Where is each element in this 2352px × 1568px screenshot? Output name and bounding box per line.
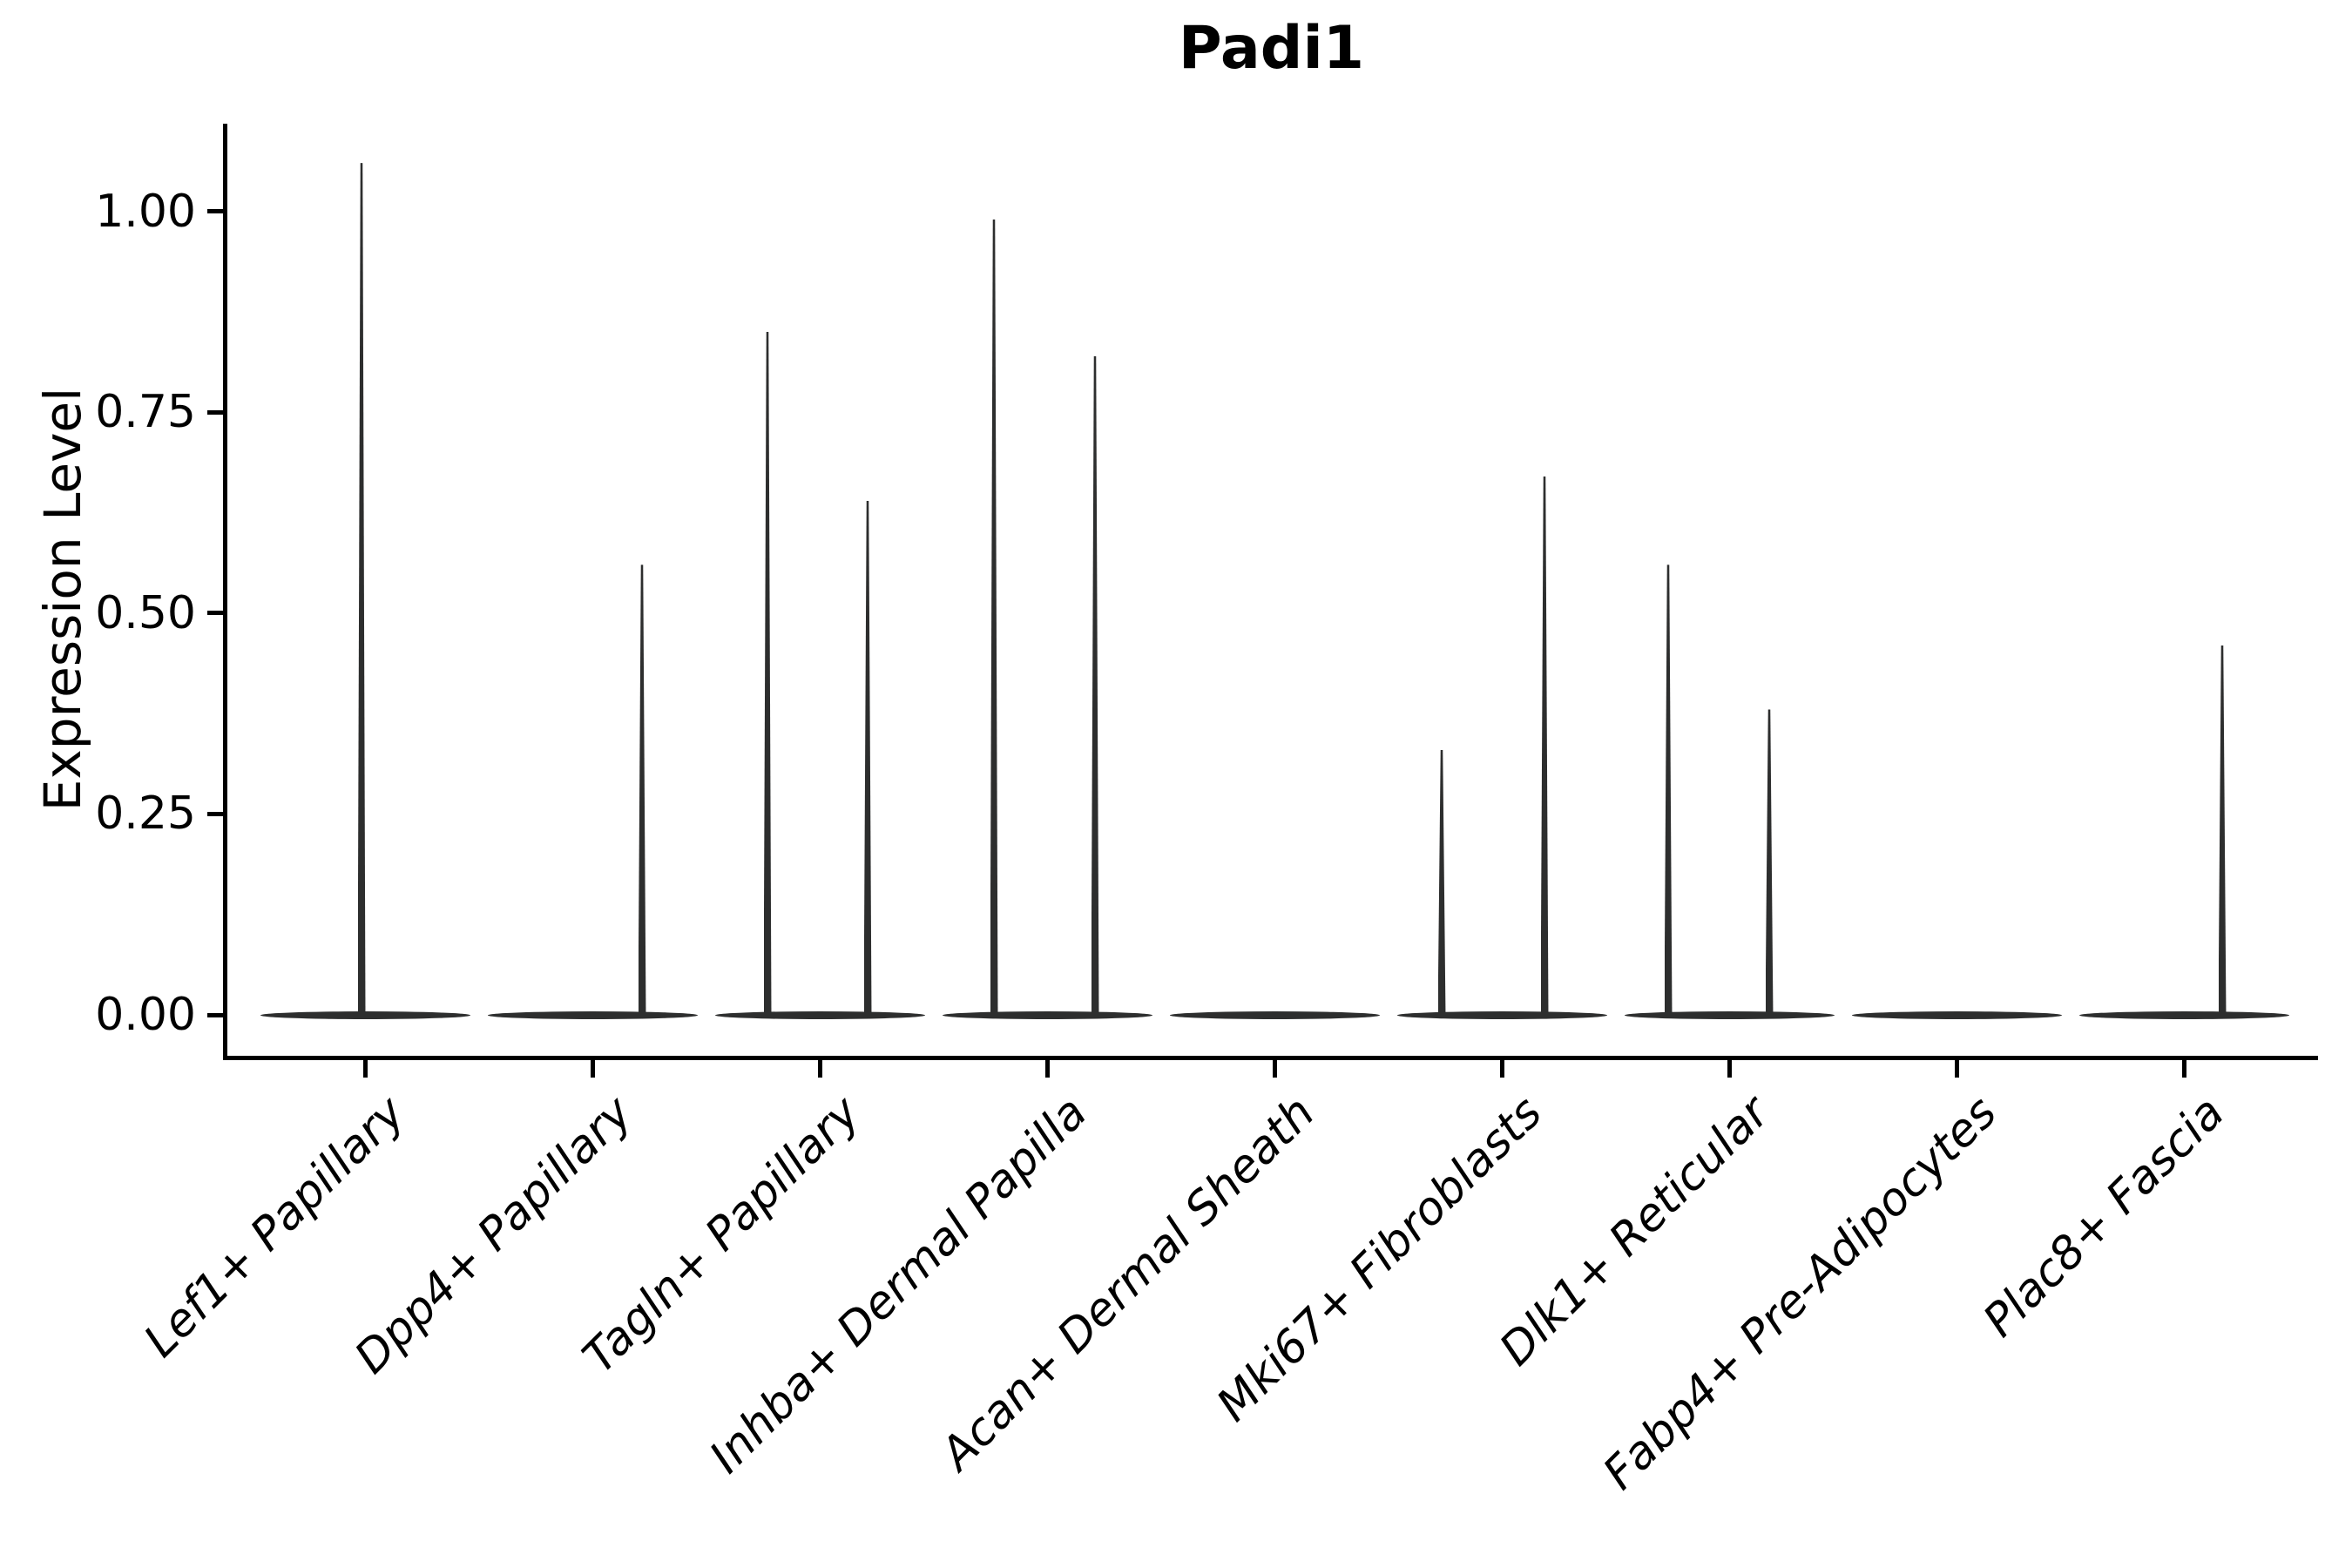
x-axis-line (223, 1056, 2318, 1060)
y-tick-label: 1.00 (95, 185, 196, 238)
y-tick (207, 611, 225, 616)
x-tick-label: Plac8+ Fascia (1973, 1086, 2234, 1348)
y-tick-label: 0.25 (95, 787, 196, 841)
violin-spike (763, 331, 772, 1017)
x-tick (817, 1060, 822, 1078)
violin-base (487, 1010, 698, 1019)
violin-base (942, 1010, 1152, 1019)
x-tick (1954, 1060, 1959, 1078)
x-tick (1044, 1060, 1050, 1078)
y-tick (207, 409, 225, 415)
x-tick (362, 1060, 368, 1078)
violin-base (2078, 1010, 2289, 1019)
violin-spike (990, 219, 998, 1017)
x-tick-label: Fabp4+ Pre-Adipocytes (1593, 1086, 2007, 1500)
violin-spike (1091, 355, 1099, 1017)
x-tick (1727, 1060, 1732, 1078)
violin-base (714, 1010, 925, 1019)
y-axis-line (223, 124, 227, 1060)
violin-base (1851, 1010, 2062, 1019)
y-tick (207, 209, 225, 213)
violin-spike (2218, 645, 2227, 1017)
y-tick (207, 1012, 225, 1017)
x-tick-label: Inhba+ Dermal Papilla (700, 1086, 1098, 1484)
y-tick-label: 0.75 (95, 386, 196, 439)
y-tick-label: 0.00 (95, 989, 196, 1041)
x-tick (590, 1060, 595, 1078)
violin-base (1624, 1010, 1835, 1019)
violin-spike (357, 163, 366, 1017)
violin-spike (863, 500, 872, 1017)
violin-spike (1540, 476, 1549, 1017)
violin-base (1396, 1010, 1607, 1019)
violin-spike (1664, 564, 1673, 1017)
plot-area (225, 124, 2318, 1059)
x-tick (2181, 1060, 2186, 1078)
x-tick-label: Acan+ Dermal Sheath (930, 1086, 1325, 1481)
violin-base (1169, 1010, 1380, 1019)
figure-title: Padi1 (1178, 14, 1365, 83)
y-tick (207, 811, 225, 816)
violin-spike (1437, 749, 1446, 1017)
x-tick (1272, 1060, 1277, 1078)
violin-spike (1765, 709, 1774, 1017)
violin-spike (638, 564, 646, 1017)
y-tick-label: 0.50 (95, 586, 196, 639)
x-tick (1499, 1060, 1504, 1078)
